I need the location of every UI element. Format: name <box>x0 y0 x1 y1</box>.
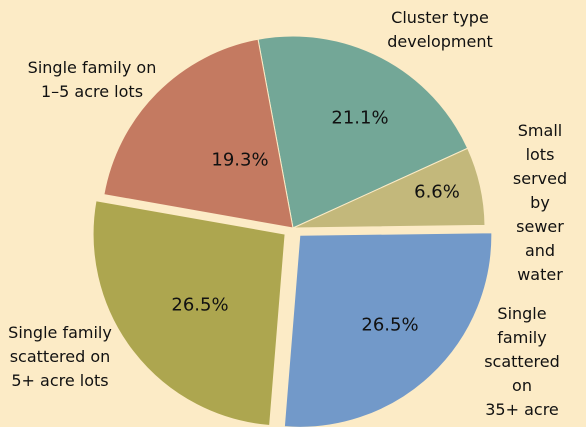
value-label: 26.5% <box>171 294 229 316</box>
slice-label: Single family scattered on 5+ acre lots <box>8 323 112 390</box>
pie-slice <box>292 147 486 229</box>
value-label: 6.6% <box>414 181 460 203</box>
pie-slice <box>103 38 294 229</box>
slice-label: Small lots served by sewer and water <box>512 121 568 284</box>
value-label: 21.1% <box>331 107 389 129</box>
pie-slice <box>92 200 286 427</box>
pie-slice <box>257 35 469 229</box>
value-label: 26.5% <box>361 314 419 336</box>
slice-label: Single family on 1–5 acre lots <box>27 58 157 101</box>
value-label: 19.3% <box>211 149 269 171</box>
pie-slice <box>283 232 493 427</box>
slice-label: Cluster type development <box>387 8 493 51</box>
slice-label: Single family scattered on 35+ acre lots <box>484 304 560 427</box>
